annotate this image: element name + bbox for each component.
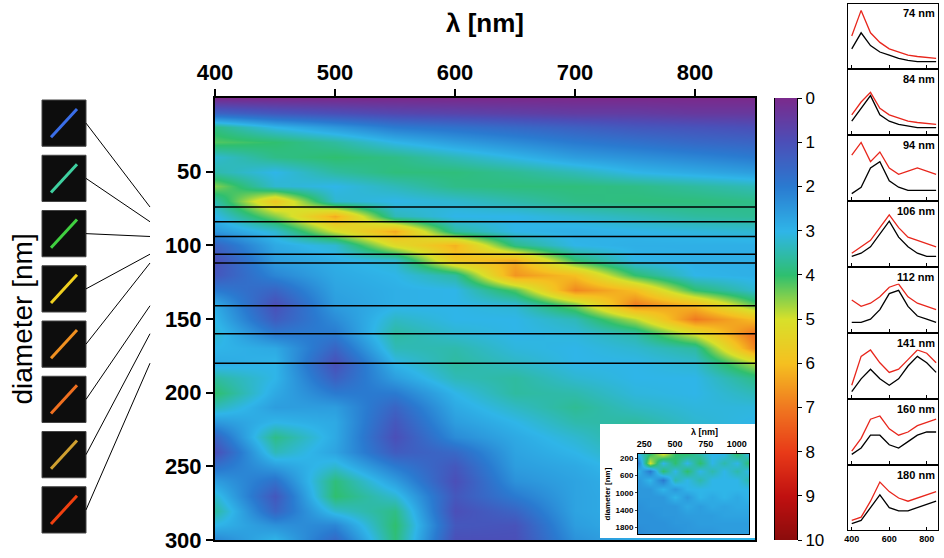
svg-text:7: 7 — [805, 398, 814, 417]
svg-text:diameter [nm]: diameter [nm] — [7, 233, 38, 404]
svg-text:800: 800 — [919, 534, 934, 544]
svg-text:λ [nm]: λ [nm] — [446, 8, 524, 38]
svg-text:9: 9 — [805, 487, 814, 506]
svg-text:180 nm: 180 nm — [897, 469, 935, 481]
svg-text:1400: 1400 — [616, 506, 634, 515]
svg-text:diameter [nm]: diameter [nm] — [603, 467, 612, 520]
svg-text:141 nm: 141 nm — [897, 337, 935, 349]
svg-text:500: 500 — [667, 439, 682, 449]
svg-text:600: 600 — [620, 471, 634, 480]
svg-text:100: 100 — [165, 233, 202, 258]
svg-text:50: 50 — [177, 159, 201, 184]
svg-text:3: 3 — [805, 222, 814, 241]
svg-text:10: 10 — [805, 531, 824, 550]
svg-text:4: 4 — [805, 266, 814, 285]
svg-text:160 nm: 160 nm — [897, 403, 935, 415]
svg-text:6: 6 — [805, 354, 814, 373]
svg-text:74 nm: 74 nm — [903, 7, 935, 19]
svg-text:200: 200 — [620, 454, 634, 463]
svg-text:700: 700 — [557, 60, 594, 85]
svg-text:150: 150 — [165, 307, 202, 332]
svg-text:1800: 1800 — [616, 523, 634, 532]
svg-text:400: 400 — [844, 534, 859, 544]
svg-text:300: 300 — [165, 528, 202, 553]
svg-text:112 nm: 112 nm — [897, 271, 935, 283]
svg-text:0: 0 — [805, 89, 814, 108]
svg-text:250: 250 — [165, 454, 202, 479]
svg-text:200: 200 — [165, 380, 202, 405]
svg-text:500: 500 — [317, 60, 354, 85]
svg-text:400: 400 — [197, 60, 234, 85]
svg-text:λ [nm]: λ [nm] — [691, 427, 718, 437]
svg-text:84 nm: 84 nm — [903, 73, 935, 85]
svg-text:600: 600 — [437, 60, 474, 85]
svg-text:106 nm: 106 nm — [897, 205, 935, 217]
svg-text:750: 750 — [698, 439, 713, 449]
svg-text:1: 1 — [805, 133, 814, 152]
svg-text:1000: 1000 — [616, 489, 634, 498]
svg-text:1000: 1000 — [727, 439, 747, 449]
svg-text:5: 5 — [805, 310, 814, 329]
svg-text:8: 8 — [805, 443, 814, 462]
svg-text:800: 800 — [677, 60, 714, 85]
svg-text:94 nm: 94 nm — [903, 139, 935, 151]
svg-text:250: 250 — [637, 439, 652, 449]
svg-text:600: 600 — [882, 534, 897, 544]
svg-text:2: 2 — [805, 177, 814, 196]
